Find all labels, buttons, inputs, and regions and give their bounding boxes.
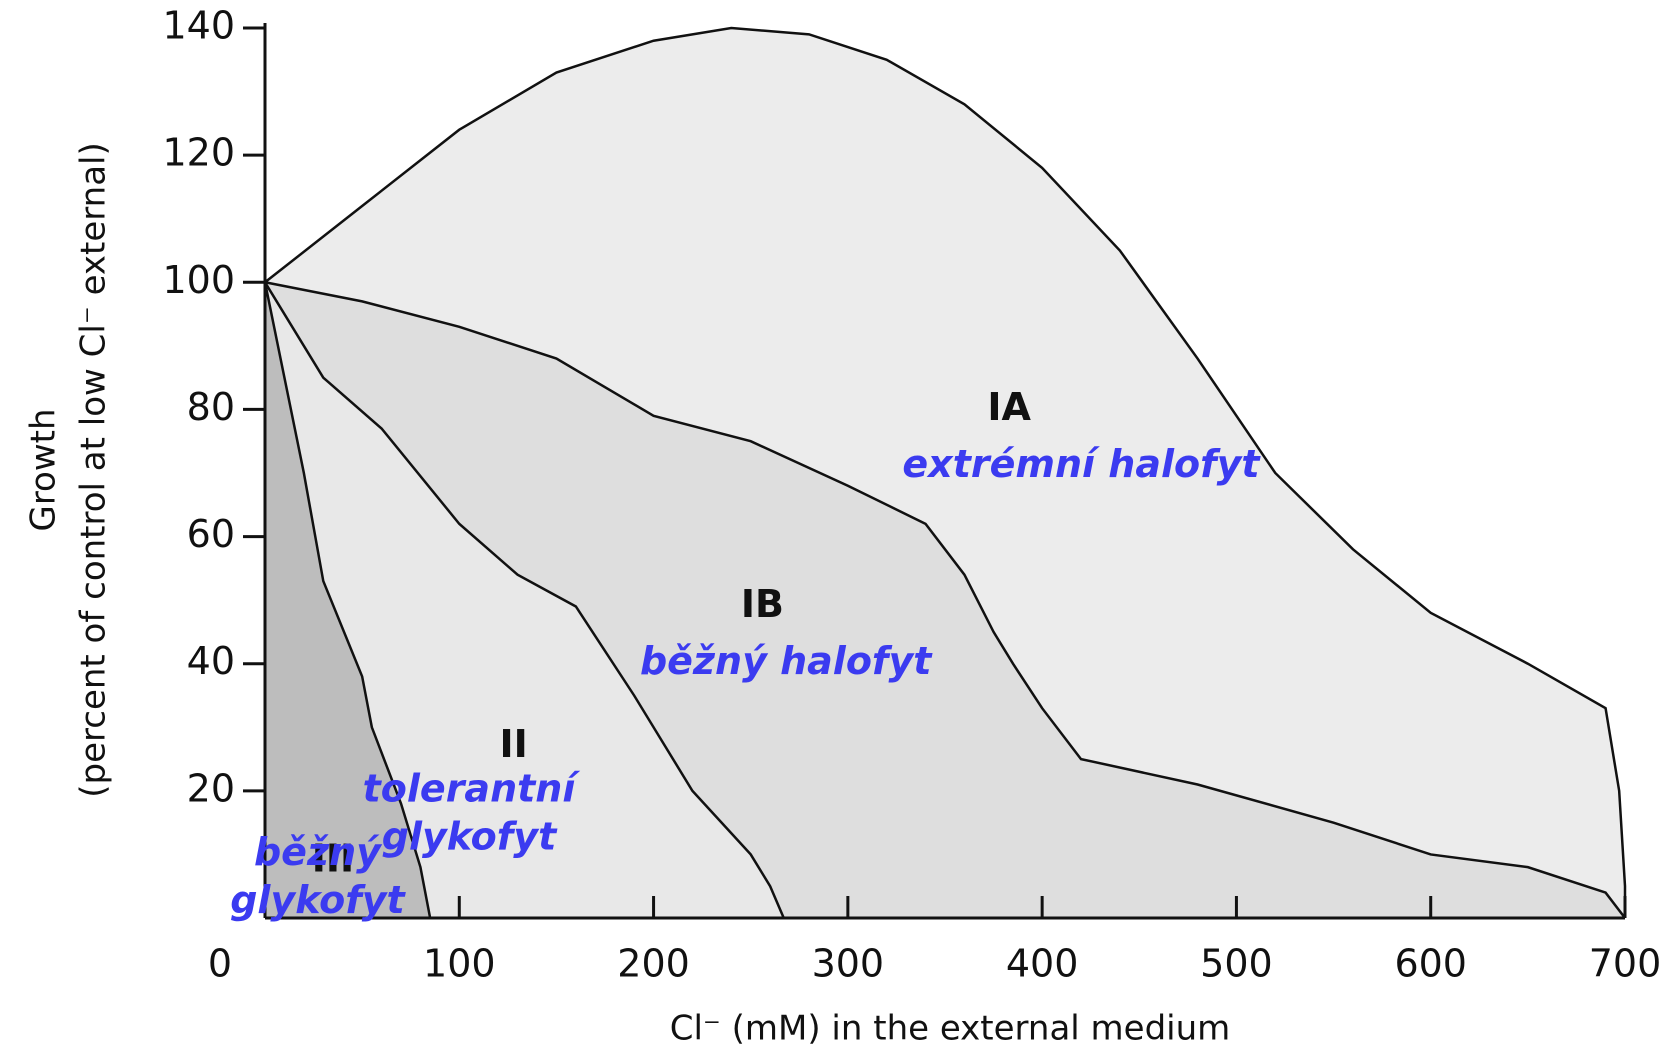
y-axis-label-line: Growth <box>24 408 64 531</box>
y-axis-label-line: (percent of control at low Cl⁻ external) <box>74 142 114 797</box>
region-label: glykofyt <box>230 878 406 922</box>
region-label: extrémní halofyt <box>902 442 1261 486</box>
y-tick-label: 20 <box>187 766 235 810</box>
y-tick-label: 40 <box>187 639 235 683</box>
x-tick-label: 600 <box>1394 942 1467 986</box>
x-tick-label: 500 <box>1200 942 1273 986</box>
x-tick-label: 200 <box>617 942 690 986</box>
region-label: běžný halofyt <box>640 639 933 683</box>
y-axis-label: Growth (percent of control at low Cl⁻ ex… <box>24 142 114 797</box>
x-axis-label: Cl⁻ (mM) in the external medium <box>670 1009 1231 1049</box>
region-name: II <box>500 722 528 766</box>
y-tick-label: 140 <box>162 4 235 48</box>
region-name: III <box>312 836 354 880</box>
x-tick-label: 700 <box>1589 942 1662 986</box>
x-tick-label: 100 <box>423 942 496 986</box>
x-tick-label: 0 <box>208 942 232 986</box>
y-tick-label: 80 <box>187 385 235 429</box>
curve <box>264 26 1627 918</box>
region-name: IB <box>741 582 784 626</box>
region-name: IA <box>987 385 1031 429</box>
area <box>265 282 784 918</box>
region-label: tolerantní <box>363 766 581 810</box>
y-tick-label: 60 <box>187 512 235 556</box>
x-tick-label: 400 <box>1006 942 1079 986</box>
x-tick-label: 300 <box>812 942 885 986</box>
curve <box>263 282 432 919</box>
curve <box>263 281 785 919</box>
curve <box>264 281 1626 919</box>
area <box>265 282 431 918</box>
y-tick-label: 120 <box>162 131 235 175</box>
region-label: glykofyt <box>382 814 558 858</box>
y-tick-label: 100 <box>162 258 235 302</box>
region-label: běžný <box>254 830 383 874</box>
